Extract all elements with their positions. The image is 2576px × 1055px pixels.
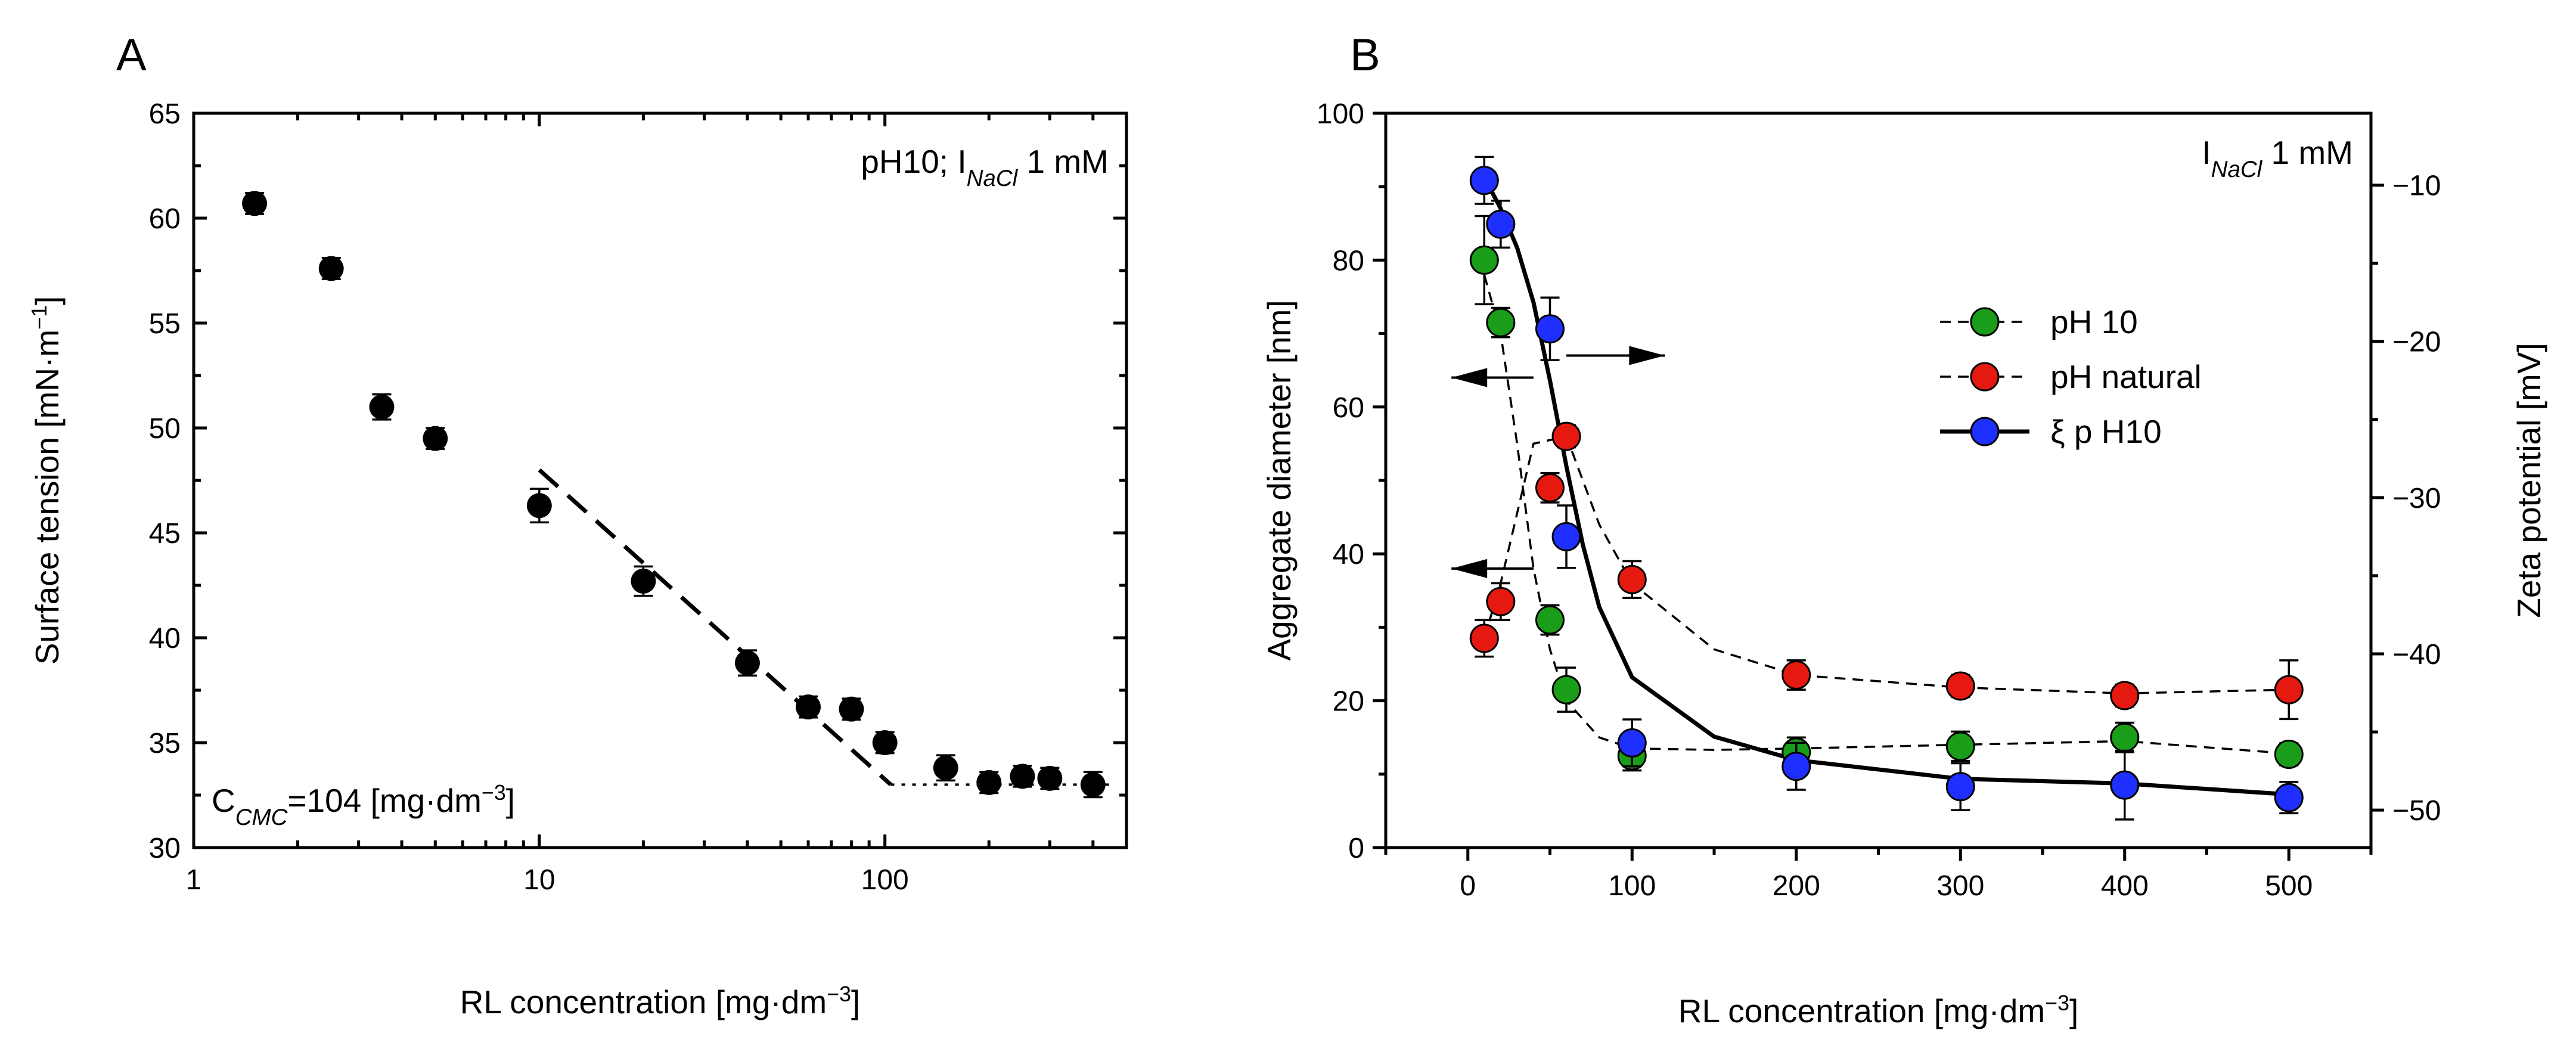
data-point-zeta <box>1782 752 1811 781</box>
fit-line-dashed-a <box>538 468 892 787</box>
data-point-a <box>839 696 864 722</box>
y-axis-label-b: Aggregate diameter [nm] <box>1261 300 1298 660</box>
legend-marker-blue <box>1970 417 2000 446</box>
x-tick-label-a: 10 <box>523 864 555 896</box>
y2-tick-label-b: −10 <box>2392 170 2441 202</box>
legend-marker-red <box>1970 362 2000 392</box>
data-point-ph-natural <box>1486 587 1516 616</box>
annotation-cmc-a: CCMC=104 [mg·dm−3] <box>212 781 515 830</box>
x-axis-label-b: RL concentration [mg·dm−3] <box>1678 991 2079 1029</box>
plot-frame-a <box>192 111 1128 849</box>
data-point-a <box>976 769 1002 795</box>
x-tick-label-b: 0 <box>1460 870 1476 902</box>
data-point-a <box>1080 772 1106 798</box>
arrow-head-green-to-left-axis <box>1451 368 1488 387</box>
x-tick-label-a: 100 <box>861 864 909 896</box>
data-point-ph-natural <box>1551 421 1581 451</box>
plot-frame-b <box>1384 111 2373 849</box>
data-point-ph10 <box>1551 675 1581 705</box>
fit-curve-zeta <box>1482 176 2289 797</box>
y-tick-label-a: 45 <box>149 518 181 550</box>
data-point-zeta <box>1486 209 1516 239</box>
data-point-a <box>318 256 344 281</box>
data-point-zeta <box>1469 166 1499 196</box>
data-point-ph-natural <box>1945 671 1975 701</box>
data-point-zeta <box>1617 728 1647 758</box>
y-tick-label-b: 100 <box>1317 98 1364 130</box>
data-point-ph10 <box>1486 308 1516 337</box>
data-point-ph10 <box>1945 731 1975 761</box>
y-tick-label-b: 40 <box>1333 539 1364 570</box>
legend-b: pH 10 pH natural ξ p H10 <box>1940 303 2202 450</box>
x-axis-label-a: RL concentration [mg·dm−3] <box>460 982 861 1020</box>
y-tick-label-a: 65 <box>149 98 181 130</box>
x-tick-label-b: 500 <box>2265 870 2313 902</box>
data-point-a <box>796 694 821 720</box>
panel-label-a: A <box>116 30 147 80</box>
data-point-a <box>872 730 898 755</box>
legend-label-red: pH natural <box>2050 358 2202 395</box>
x-tick-label-a: 1 <box>186 864 202 896</box>
data-point-a <box>423 426 448 451</box>
y-tick-label-a: 60 <box>149 203 181 235</box>
legend-label-blue: ξ p H10 <box>2050 413 2162 450</box>
x-tick-label-b: 200 <box>1773 870 1820 902</box>
y-tick-label-a: 55 <box>149 308 181 340</box>
y-tick-label-a: 35 <box>149 728 181 759</box>
legend-label-green: pH 10 <box>2050 303 2138 340</box>
data-point-a <box>631 568 656 594</box>
data-point-ph-natural <box>1617 564 1647 594</box>
y2-tick-label-b: −40 <box>2392 639 2441 671</box>
data-point-zeta <box>1535 314 1565 344</box>
panel-label-b: B <box>1350 30 1380 80</box>
x-tick-label-b: 300 <box>1936 870 1984 902</box>
data-point-a <box>734 650 760 676</box>
data-point-zeta <box>1551 522 1581 551</box>
y-tick-label-b: 60 <box>1333 392 1364 424</box>
y-tick-label-a: 30 <box>149 833 181 864</box>
y-tick-label-a: 40 <box>149 623 181 654</box>
data-point-ph-natural <box>1782 660 1811 690</box>
y-tick-label-b: 0 <box>1348 833 1364 864</box>
arrow-head-red-to-left-axis <box>1451 558 1488 578</box>
fit-curve-ph-natural <box>1483 435 2289 695</box>
legend-marker-green <box>1970 307 2000 337</box>
y-axis-label-a: Surface tension [mN·m−1] <box>27 296 66 665</box>
data-point-ph-natural <box>2110 681 2140 710</box>
fit-curve-ph10 <box>1483 274 2289 755</box>
data-point-ph10 <box>1535 605 1565 635</box>
panel-b: B 0 20 40 60 80 100 −50 −40 −30 −20 −10 0 100 200 300 40… <box>1261 30 2547 1029</box>
x-tick-label-b: 100 <box>1608 870 1656 902</box>
data-point-a <box>242 191 268 216</box>
y-tick-label-b: 80 <box>1333 245 1364 277</box>
y-tick-label-a: 50 <box>149 413 181 445</box>
data-point-ph10 <box>1469 245 1499 275</box>
data-point-a <box>526 493 552 519</box>
data-point-ph-natural <box>1469 623 1499 653</box>
data-point-a <box>369 394 395 420</box>
data-point-a <box>1037 765 1063 791</box>
data-point-ph10 <box>2110 722 2140 752</box>
y2-tick-label-b: −50 <box>2392 795 2441 827</box>
data-point-zeta <box>2110 770 2140 800</box>
data-point-ph-natural <box>1535 473 1565 502</box>
data-point-ph-natural <box>2274 675 2304 705</box>
data-point-zeta <box>1945 772 1975 802</box>
panel-a: A 30 35 40 45 50 55 60 65 1 10 100 RL concentration … <box>27 30 1128 1020</box>
y2-axis-label-b: Zeta potential [mV] <box>2510 343 2547 618</box>
y2-tick-label-b: −30 <box>2392 483 2441 514</box>
data-point-a <box>1010 764 1035 789</box>
data-point-zeta <box>2274 783 2304 812</box>
data-point-a <box>933 755 958 781</box>
data-point-ph10 <box>2274 740 2304 769</box>
annotation-conditions-a: pH10; INaCl 1 mM <box>861 143 1109 191</box>
y-tick-label-b: 20 <box>1333 686 1364 718</box>
x-tick-label-b: 400 <box>2101 870 2149 902</box>
arrow-head-blue-to-right-axis <box>1629 346 1665 365</box>
y2-tick-label-b: −20 <box>2392 327 2441 358</box>
annotation-conditions-b: INaCl 1 mM <box>2202 134 2353 182</box>
